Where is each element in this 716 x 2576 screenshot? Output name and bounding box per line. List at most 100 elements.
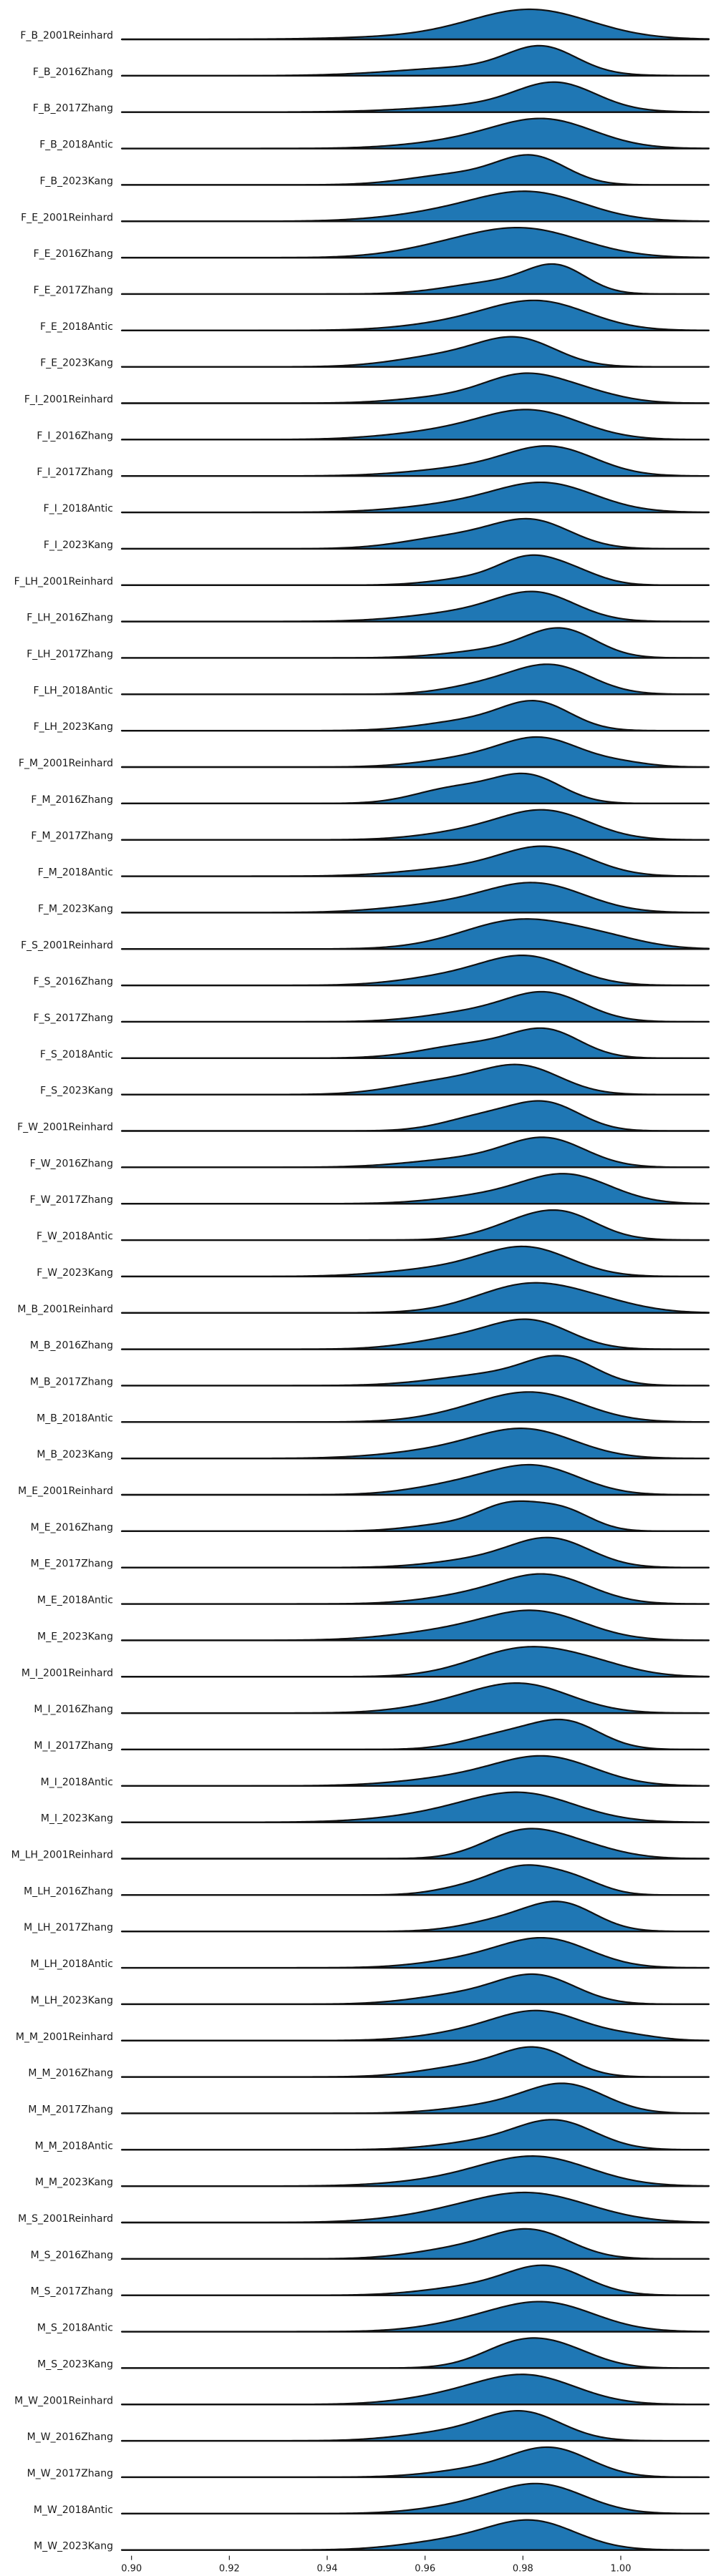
ridge-area (120, 1864, 710, 1896)
ridge-f-lh-2016zhang: F_LH_2016Zhang (26, 590, 710, 624)
ridge-area (120, 2446, 710, 2479)
ridge-m-s-2017zhang: M_S_2017Zhang (31, 2264, 710, 2298)
ridge-f-e-2016zhang: F_E_2016Zhang (34, 227, 710, 260)
ridge-label: M_I_2016Zhang (34, 1704, 113, 1715)
ridge-area (120, 299, 710, 331)
ridge-area (120, 1828, 710, 1860)
ridge-label: M_B_2016Zhang (30, 1340, 113, 1352)
ridge-label: F_S_2001Reinhard (21, 940, 113, 951)
ridge-area (120, 1391, 710, 1423)
ridge-label: F_S_2016Zhang (34, 976, 113, 987)
ridge-area (120, 1755, 710, 1787)
ridges-group: F_B_2001Reinhard F_B_2016Zhang F_B_2017Zha… (11, 8, 710, 2552)
ridge-area (120, 1100, 710, 1132)
ridge-label: M_E_2001Reinhard (18, 1485, 113, 1497)
ridge-f-i-2017zhang: F_I_2017Zhang (37, 445, 710, 478)
ridge-label: M_E_2016Zhang (31, 1522, 113, 1533)
ridge-area (120, 736, 710, 769)
ridge-label: M_I_2018Antic (41, 1777, 113, 1788)
ridge-area (120, 1173, 710, 1205)
ridge-label: M_S_2001Reinhard (18, 2213, 113, 2225)
ridge-label: M_B_2001Reinhard (17, 1304, 113, 1315)
ridge-area (120, 1282, 710, 1314)
ridge-area (120, 1318, 710, 1350)
ridge-area (120, 1901, 710, 1933)
ridge-m-lh-2018antic: M_LH_2018Antic (30, 1936, 710, 1970)
ridge-label: F_M_2016Zhang (31, 794, 113, 806)
ridge-label: F_E_2001Reinhard (21, 212, 113, 223)
ridge-label: F_M_2001Reinhard (19, 758, 113, 769)
ridge-m-w-2017zhang: M_W_2017Zhang (27, 2446, 710, 2479)
ridge-area (120, 663, 710, 696)
ridge-label: M_I_2017Zhang (34, 1740, 113, 1752)
ridge-m-e-2001reinhard: M_E_2001Reinhard (18, 1463, 710, 1497)
ridge-area (120, 2119, 710, 2151)
ridge-area (120, 2482, 710, 2514)
ridge-label: F_W_2001Reinhard (17, 1122, 113, 1133)
ridge-area (120, 1027, 710, 1059)
ridge-m-lh-2023kang: M_LH_2023Kang (31, 1973, 710, 2006)
ridge-area (120, 1718, 710, 1751)
x-tick-label: 1.00 (611, 2564, 632, 2575)
ridge-area (120, 1609, 710, 1641)
ridge-area (120, 2082, 710, 2114)
ridge-area (120, 2228, 710, 2260)
ridge-label: M_B_2023Kang (37, 1449, 113, 1460)
ridge-label: F_LH_2017Zhang (26, 648, 113, 660)
ridge-area (120, 81, 710, 113)
ridge-label: F_W_2017Zhang (30, 1194, 113, 1206)
ridge-label: F_I_2023Kang (44, 540, 113, 551)
ridge-m-s-2001reinhard: M_S_2001Reinhard (18, 2191, 710, 2225)
ridge-area (120, 1646, 710, 1678)
ridge-label: M_B_2017Zhang (30, 1376, 113, 1387)
ridge-f-m-2018antic: F_M_2018Antic (38, 845, 710, 879)
ridge-area (120, 2009, 710, 2041)
ridge-area (120, 809, 710, 841)
ridge-area (120, 1463, 710, 1496)
ridge-label: M_M_2016Zhang (28, 2068, 113, 2079)
ridge-area (120, 1136, 710, 1169)
ridge-area (120, 190, 710, 223)
ridge-label: F_I_2001Reinhard (24, 394, 113, 406)
ridge-area (120, 2337, 710, 2369)
ridge-area (120, 517, 710, 550)
ridge-m-lh-2001reinhard: M_LH_2001Reinhard (11, 1828, 710, 1861)
ridge-f-b-2018antic: F_B_2018Antic (39, 117, 710, 151)
ridge-area (120, 772, 710, 804)
ridge-label: M_LH_2016Zhang (24, 1885, 113, 1897)
ridge-label: F_LH_2016Zhang (26, 613, 113, 624)
ridge-f-e-2018antic: F_E_2018Antic (40, 299, 710, 333)
ridge-area (120, 445, 710, 477)
x-tick-label: 0.96 (415, 2564, 435, 2575)
ridge-area (120, 1682, 710, 1714)
ridge-label: M_M_2001Reinhard (16, 2031, 113, 2043)
ridge-label: F_S_2018Antic (40, 1049, 113, 1060)
ridge-m-s-2023kang: M_S_2023Kang (37, 2337, 710, 2370)
ridge-f-m-2001reinhard: F_M_2001Reinhard (19, 736, 710, 769)
ridge-m-m-2023kang: M_M_2023Kang (35, 2155, 710, 2188)
ridge-label: M_I_2023Kang (41, 1813, 113, 1825)
ridge-f-m-2023kang: F_M_2023Kang (38, 882, 710, 914)
ridge-label: F_E_2016Zhang (34, 248, 113, 260)
ridge-m-i-2023kang: M_I_2023Kang (41, 1791, 710, 1825)
ridge-label: F_W_2016Zhang (30, 1158, 113, 1169)
ridge-area (120, 1791, 710, 1823)
x-tick-label: 0.90 (121, 2564, 142, 2575)
ridge-f-b-2016zhang: F_B_2016Zhang (33, 44, 710, 78)
ridge-label: F_M_2017Zhang (31, 831, 113, 842)
ridge-area (120, 1063, 710, 1096)
ridge-area (120, 372, 710, 404)
ridge-area (120, 1936, 710, 1969)
ridge-label: F_E_2023Kang (40, 358, 113, 369)
ridge-label: M_W_2001Reinhard (14, 2395, 113, 2406)
ridge-label: M_E_2017Zhang (31, 1558, 113, 1570)
ridge-m-w-2001reinhard: M_W_2001Reinhard (14, 2373, 710, 2406)
ridge-label: M_S_2023Kang (37, 2358, 113, 2370)
ridge-label: F_LH_2018Antic (33, 685, 113, 696)
ridge-m-i-2017zhang: M_I_2017Zhang (34, 1718, 710, 1752)
ridge-area (120, 700, 710, 732)
ridge-area (120, 1428, 710, 1460)
ridge-f-e-2023kang: F_E_2023Kang (40, 336, 710, 369)
ridge-area (120, 2264, 710, 2296)
ridge-m-m-2018antic: M_M_2018Antic (35, 2119, 710, 2152)
